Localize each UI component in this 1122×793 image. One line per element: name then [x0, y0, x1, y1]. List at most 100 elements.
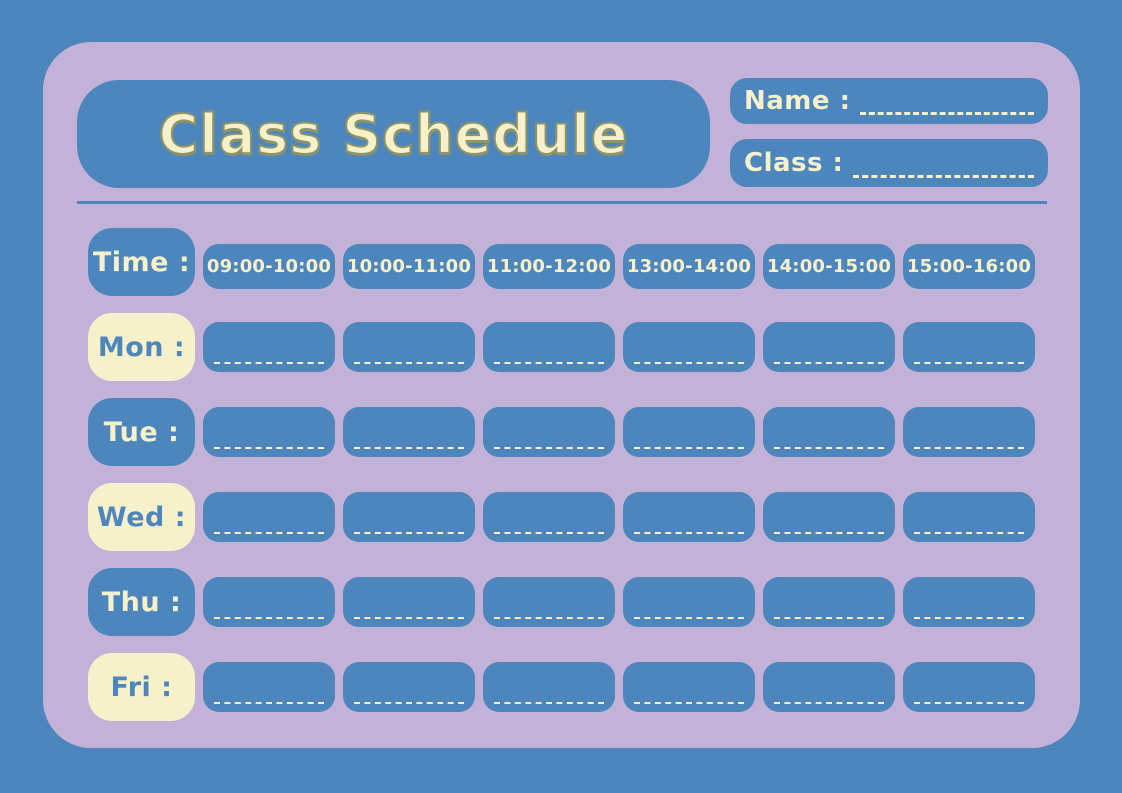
day-cells: [203, 322, 1035, 372]
day-label-box: Thu :: [88, 568, 195, 636]
cell-write-line: [213, 617, 325, 619]
schedule-cell[interactable]: [903, 407, 1035, 457]
cell-write-line: [773, 617, 885, 619]
day-cells: [203, 577, 1035, 627]
schedule-cell[interactable]: [623, 407, 755, 457]
class-field: Class :: [730, 139, 1048, 187]
day-label: Fri :: [110, 671, 173, 703]
cell-write-line: [633, 702, 745, 704]
time-label-box: Time :: [88, 228, 195, 296]
day-label: Mon :: [97, 331, 186, 363]
class-write-line[interactable]: [853, 175, 1034, 178]
schedule-cell[interactable]: [623, 577, 755, 627]
schedule-cell[interactable]: [483, 322, 615, 372]
schedule-cell[interactable]: [343, 492, 475, 542]
schedule-cell[interactable]: [763, 492, 895, 542]
cell-write-line: [213, 362, 325, 364]
page-title: Class Schedule: [158, 102, 629, 167]
day-rows: Mon : Tue : Wed : Thu : Fri :: [88, 313, 1035, 721]
day-label-box: Tue :: [88, 398, 195, 466]
cell-write-line: [913, 702, 1025, 704]
schedule-cell[interactable]: [763, 322, 895, 372]
day-cells: [203, 662, 1035, 712]
cell-write-line: [913, 362, 1025, 364]
time-slot: 11:00-12:00: [483, 243, 615, 289]
schedule-cell[interactable]: [623, 492, 755, 542]
header-divider: [77, 201, 1047, 204]
schedule-cell[interactable]: [763, 577, 895, 627]
cell-write-line: [213, 532, 325, 534]
time-label: Time :: [92, 246, 191, 278]
schedule-cell[interactable]: [623, 322, 755, 372]
cell-write-line: [213, 702, 325, 704]
time-slot: 15:00-16:00: [903, 243, 1035, 289]
cell-write-line: [913, 532, 1025, 534]
day-label-box: Wed :: [88, 483, 195, 551]
day-label: Tue :: [103, 416, 180, 448]
schedule-cell[interactable]: [903, 662, 1035, 712]
cell-write-line: [773, 532, 885, 534]
day-row: Fri :: [88, 653, 1035, 721]
name-label: Name :: [744, 86, 851, 116]
cell-write-line: [493, 362, 605, 364]
schedule-cell[interactable]: [203, 492, 335, 542]
schedule-grid: Time : 09:00-10:00 10:00-11:00 11:00-12:00…: [88, 228, 1035, 738]
schedule-cell[interactable]: [203, 407, 335, 457]
day-row: Tue :: [88, 398, 1035, 466]
time-slot: 13:00-14:00: [623, 243, 755, 289]
schedule-cell[interactable]: [763, 662, 895, 712]
day-label: Thu :: [101, 586, 182, 618]
schedule-cell[interactable]: [483, 577, 615, 627]
day-row: Wed :: [88, 483, 1035, 551]
cell-write-line: [633, 617, 745, 619]
schedule-cell[interactable]: [343, 662, 475, 712]
class-label: Class :: [744, 148, 844, 178]
day-cells: [203, 407, 1035, 457]
cell-write-line: [633, 532, 745, 534]
day-label-box: Fri :: [88, 653, 195, 721]
time-slot: 09:00-10:00: [203, 243, 335, 289]
cell-write-line: [633, 362, 745, 364]
cell-write-line: [633, 447, 745, 449]
day-label-box: Mon :: [88, 313, 195, 381]
day-label: Wed :: [96, 501, 187, 533]
time-slot: 10:00-11:00: [343, 243, 475, 289]
cell-write-line: [773, 447, 885, 449]
cell-write-line: [353, 362, 465, 364]
cell-write-line: [213, 447, 325, 449]
cell-write-line: [353, 702, 465, 704]
schedule-cell[interactable]: [343, 577, 475, 627]
cell-write-line: [913, 617, 1025, 619]
cell-write-line: [493, 447, 605, 449]
cell-write-line: [773, 362, 885, 364]
schedule-cell[interactable]: [763, 407, 895, 457]
title-box: Class Schedule: [77, 80, 710, 188]
cell-write-line: [493, 702, 605, 704]
schedule-cell[interactable]: [203, 322, 335, 372]
day-cells: [203, 492, 1035, 542]
schedule-cell[interactable]: [343, 407, 475, 457]
schedule-cell[interactable]: [903, 492, 1035, 542]
schedule-cell[interactable]: [203, 662, 335, 712]
cell-write-line: [353, 532, 465, 534]
cell-write-line: [493, 532, 605, 534]
schedule-cell[interactable]: [343, 322, 475, 372]
schedule-card: Class Schedule Name : Class : Time : 09:…: [43, 42, 1080, 748]
schedule-cell[interactable]: [623, 662, 755, 712]
schedule-cell[interactable]: [203, 577, 335, 627]
name-field: Name :: [730, 78, 1048, 124]
cell-write-line: [773, 702, 885, 704]
schedule-cell[interactable]: [903, 577, 1035, 627]
cell-write-line: [493, 617, 605, 619]
schedule-cell[interactable]: [483, 407, 615, 457]
name-write-line[interactable]: [860, 112, 1034, 115]
time-row: Time : 09:00-10:00 10:00-11:00 11:00-12:00…: [88, 228, 1035, 296]
day-row: Thu :: [88, 568, 1035, 636]
cell-write-line: [913, 447, 1025, 449]
schedule-cell[interactable]: [483, 492, 615, 542]
time-slots: 09:00-10:00 10:00-11:00 11:00-12:00 13:00-1…: [203, 243, 1035, 289]
schedule-cell[interactable]: [483, 662, 615, 712]
time-slot: 14:00-15:00: [763, 243, 895, 289]
day-row: Mon :: [88, 313, 1035, 381]
schedule-cell[interactable]: [903, 322, 1035, 372]
